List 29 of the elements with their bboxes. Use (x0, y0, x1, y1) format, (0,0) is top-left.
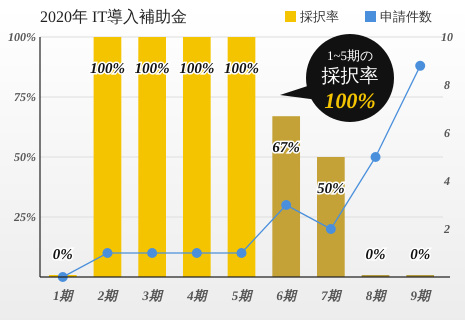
y2-tick-label: 6 (444, 126, 450, 140)
legend-label: 採択率 (300, 9, 339, 24)
x-tick-label: 8期 (366, 288, 388, 303)
y-tick-label: 75% (14, 90, 36, 104)
annotation: 100% (324, 88, 376, 113)
data-label: 0% (366, 247, 386, 263)
y2-tick-label: 4 (443, 174, 450, 188)
annotation: 1~5期の (326, 48, 374, 63)
x-tick-label: 6期 (276, 288, 298, 303)
legend-label: 申請件数 (380, 9, 432, 24)
x-tick-label: 9期 (410, 288, 432, 303)
data-label: 50% (317, 181, 345, 197)
y-tick-label: 100% (8, 30, 36, 44)
y2-tick-label: 10 (441, 30, 453, 44)
x-tick-label: 7期 (321, 288, 343, 303)
data-label: 67% (272, 140, 300, 156)
y2-tick-label: 8 (444, 78, 450, 92)
x-tick-label: 2期 (96, 288, 120, 303)
y2-tick-label: 2 (443, 222, 450, 236)
x-tick-label: 5期 (232, 288, 254, 303)
annotation: 採択率 (322, 65, 378, 87)
y-tick-label: 50% (14, 150, 36, 164)
data-label: 0% (410, 247, 430, 263)
y-tick-label: 25% (13, 210, 36, 224)
x-tick-label: 3期 (141, 288, 164, 303)
x-tick-label: 1期 (53, 288, 75, 303)
data-label: 0% (52, 247, 73, 263)
chart-title: 2020年 IT導入補助金 (40, 8, 188, 26)
x-tick-label: 4期 (186, 288, 209, 303)
